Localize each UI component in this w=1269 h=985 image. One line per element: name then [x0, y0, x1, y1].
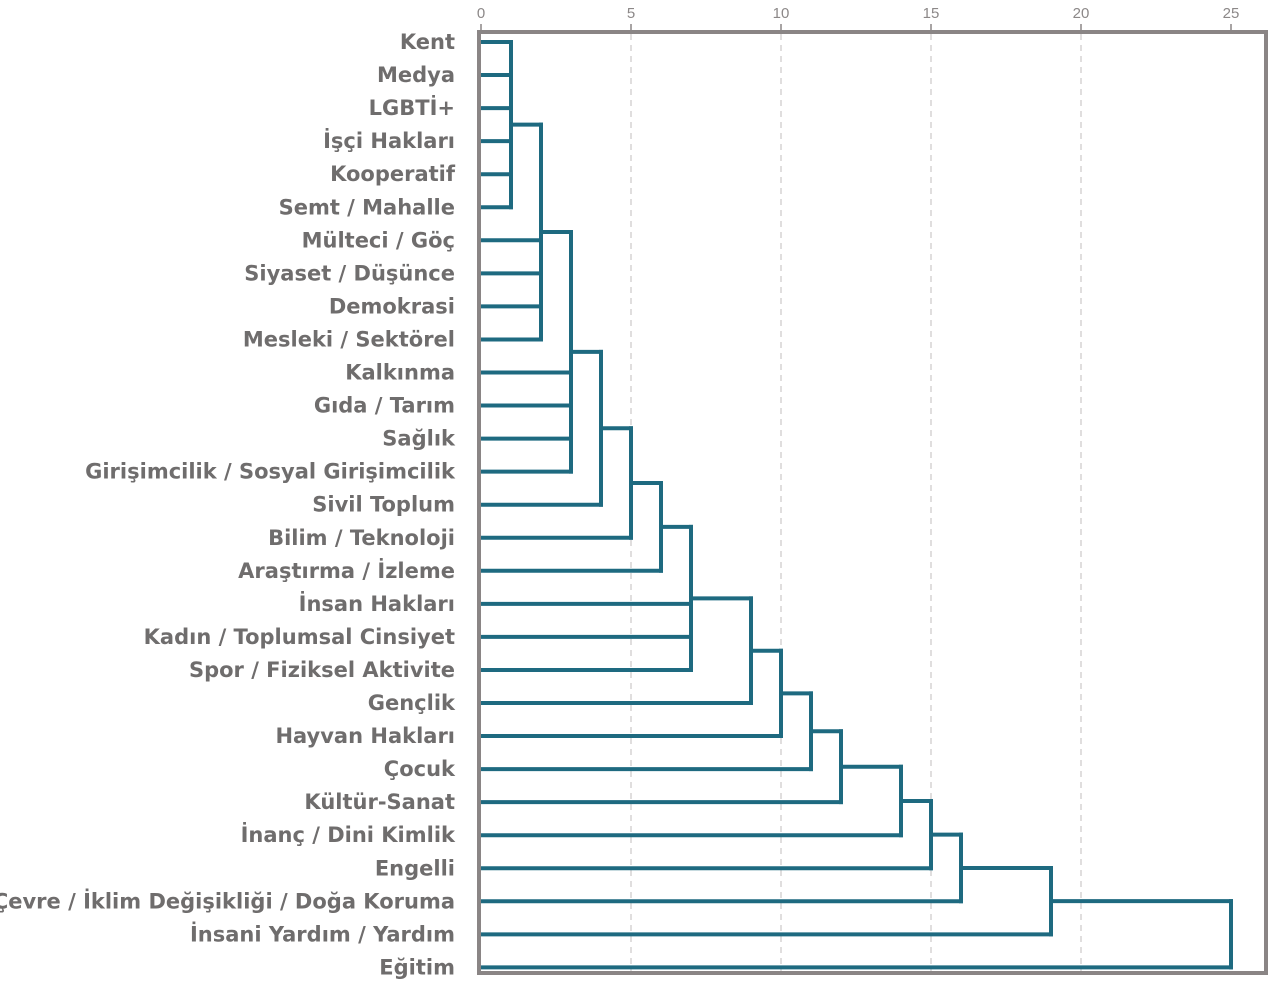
- leaf-label: Bilim / Teknoloji: [268, 526, 455, 550]
- leaf-label: Gençlik: [368, 691, 456, 715]
- leaf-label: İşçi Hakları: [323, 128, 455, 153]
- leaf-label: Gıda / Tarım: [314, 394, 455, 418]
- leaf-label: Çevre / İklim Değişikliği / Doğa Koruma: [0, 888, 455, 913]
- dendrogram-links: [479, 40, 1233, 970]
- x-tick-label: 0: [477, 5, 485, 22]
- leaf-label: Spor / Fiziksel Aktivite: [189, 658, 455, 682]
- x-tick-label: 20: [1073, 5, 1090, 22]
- leaf-labels: Kent Medya LGBTİ+ İşçi Hakları Kooperatif Sem…: [0, 30, 456, 979]
- leaf-label: Hayvan Hakları: [275, 724, 455, 748]
- x-tick-label: 10: [773, 5, 790, 22]
- leaf-label: Mesleki / Sektörel: [243, 327, 455, 351]
- x-tick-label: 5: [627, 5, 635, 22]
- leaf-label: Kadın / Toplumsal Cinsiyet: [144, 625, 455, 649]
- x-axis: 0 5 10 15 20 25: [477, 5, 1240, 31]
- leaf-label: İnsan Hakları: [299, 591, 455, 616]
- leaf-label: Demokrasi: [329, 294, 455, 318]
- x-tick-label: 15: [923, 5, 940, 22]
- leaf-label: Mülteci / Göç: [302, 228, 455, 252]
- leaf-label: İnsani Yardım / Yardım: [190, 921, 455, 946]
- leaf-label: Araştırma / İzleme: [238, 558, 455, 583]
- leaf-label: Çocuk: [384, 757, 456, 781]
- leaf-label: Kalkınma: [345, 361, 455, 385]
- leaf-label: LGBTİ+: [369, 95, 455, 120]
- leaf-label: Sivil Toplum: [312, 493, 455, 517]
- leaf-label: Siyaset / Düşünce: [244, 261, 455, 285]
- leaf-label: Eğitim: [379, 955, 455, 979]
- x-tick-label: 25: [1223, 5, 1240, 22]
- grid-lines: [630, 34, 1082, 971]
- leaf-label: Kent: [400, 30, 455, 54]
- leaf-label: İnanç / Dini Kimlik: [241, 822, 456, 847]
- leaf-label: Engelli: [375, 856, 455, 880]
- leaf-label: Medya: [377, 63, 455, 87]
- leaf-label: Girişimcilik / Sosyal Girişimcilik: [85, 460, 456, 484]
- plot-frame: [477, 30, 1268, 975]
- leaf-label: Semt / Mahalle: [279, 195, 455, 219]
- leaf-label: Kooperatif: [330, 162, 456, 186]
- leaf-label: Kültür-Sanat: [304, 790, 455, 814]
- leaf-label: Sağlık: [382, 427, 456, 451]
